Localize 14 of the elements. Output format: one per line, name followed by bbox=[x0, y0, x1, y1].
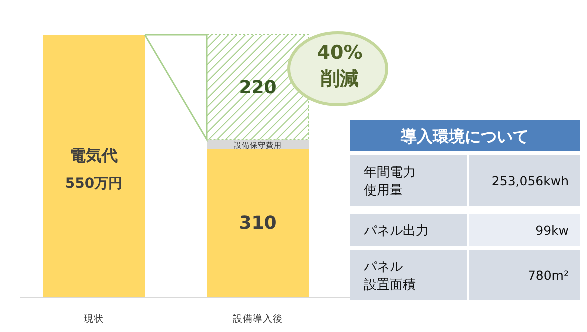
text: パネル設置面積 bbox=[363, 260, 416, 293]
x-tick-label: 現状 bbox=[84, 313, 104, 325]
data-label: 220 bbox=[239, 77, 277, 98]
text: 99kw bbox=[536, 223, 569, 238]
text: 導入環境について bbox=[400, 127, 529, 146]
data-label: 550万円 bbox=[65, 176, 123, 192]
series-label: 電気代 bbox=[70, 146, 118, 165]
annotation: 40% 削減 bbox=[317, 42, 363, 90]
text: パネル出力 bbox=[363, 224, 429, 239]
data-label: 310 bbox=[239, 213, 277, 234]
text: 253,056kwh bbox=[492, 174, 569, 188]
text: 年間電力使用量 bbox=[364, 166, 416, 198]
x-tick-label: 設備導入後 bbox=[233, 313, 283, 325]
text: 780m² bbox=[528, 268, 569, 283]
